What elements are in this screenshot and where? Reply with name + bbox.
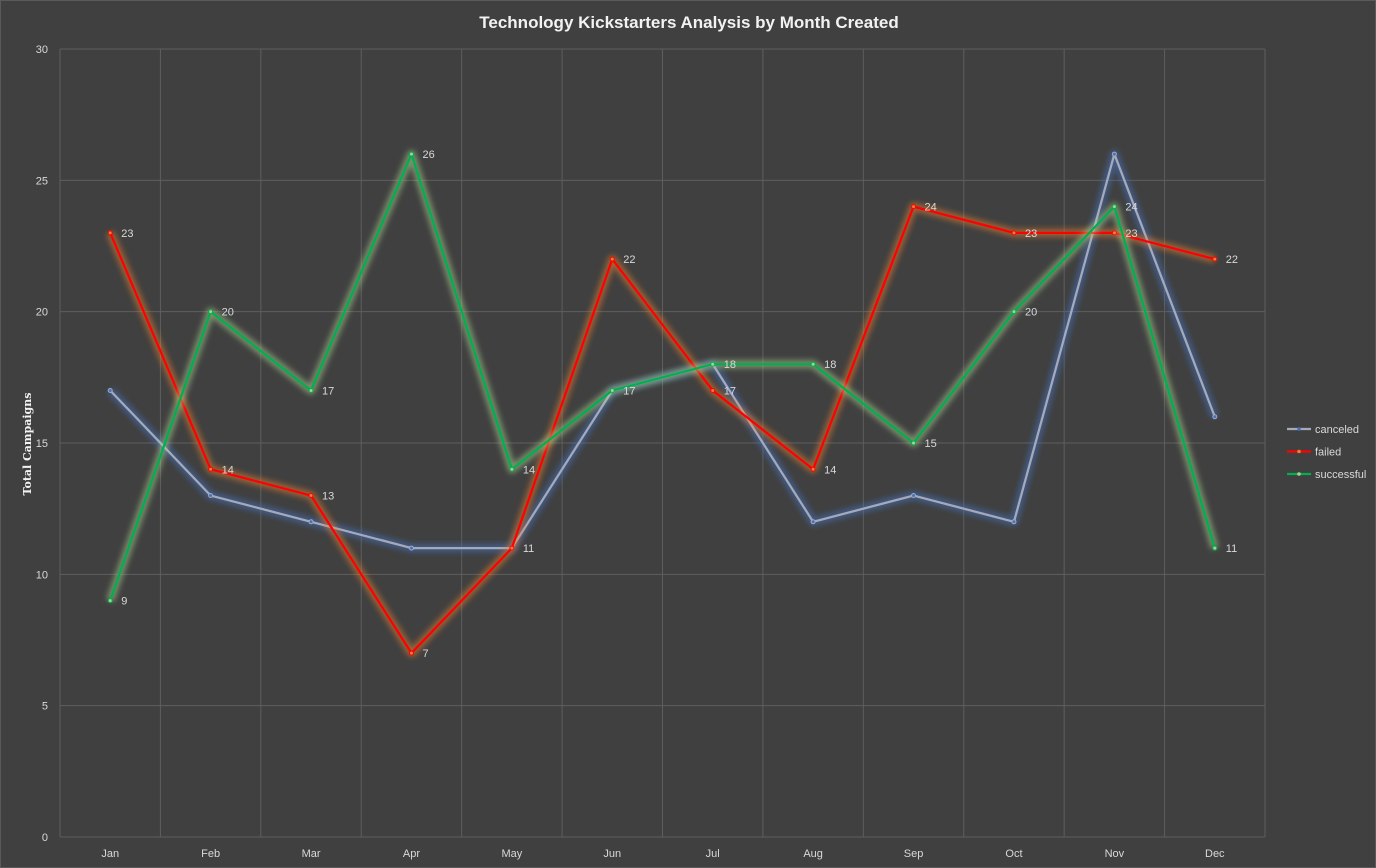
y-tick-label: 30: [36, 44, 48, 56]
legend: canceled failed successful: [1287, 424, 1366, 481]
legend-label-failed: failed: [1315, 447, 1341, 459]
data-point-failed: [308, 493, 314, 499]
data-point-successful: [107, 598, 113, 604]
data-point-canceled: [1011, 519, 1017, 525]
x-tick-label: May: [501, 848, 522, 860]
y-tick-label: 0: [42, 832, 48, 844]
data-label-failed: 7: [422, 648, 428, 660]
data-point-successful: [1111, 204, 1117, 210]
gridlines: [59, 48, 1266, 838]
data-label-successful: 26: [422, 149, 434, 161]
data-point-canceled: [408, 545, 414, 551]
data-label-failed: 17: [724, 385, 736, 397]
chart-title: Technology Kickstarters Analysis by Mont…: [479, 13, 898, 32]
data-point-failed: [1212, 256, 1218, 262]
axes: 0 5 10 15 20 25 30 Jan Feb Mar Apr May Jun Jul Aug Sep O…: [36, 44, 1225, 860]
data-label-successful: 20: [222, 307, 234, 319]
data-point-canceled: [308, 519, 314, 525]
data-label-successful: 24: [1125, 202, 1137, 214]
x-tick-label: Feb: [201, 848, 220, 860]
data-label-failed: 13: [322, 491, 334, 503]
x-tick-label: Aug: [803, 848, 823, 860]
y-tick-label: 10: [36, 569, 48, 581]
data-point-successful: [1212, 545, 1218, 551]
legend-label-successful: successful: [1315, 469, 1366, 481]
x-tick-label: Jun: [603, 848, 621, 860]
x-tick-label: Dec: [1205, 848, 1225, 860]
data-point-failed: [911, 204, 917, 210]
data-point-failed: [609, 256, 615, 262]
x-tick-label: Jan: [101, 848, 119, 860]
data-label-successful: 14: [523, 464, 535, 476]
data-point-failed: [208, 466, 214, 472]
data-point-successful: [710, 361, 716, 367]
y-tick-label: 20: [36, 307, 48, 319]
x-tick-label: Oct: [1005, 848, 1022, 860]
data-label-successful: 18: [724, 359, 736, 371]
data-label-failed: 22: [1226, 254, 1238, 266]
data-point-canceled: [911, 493, 917, 499]
x-tick-label: Jul: [706, 848, 720, 860]
data-label-successful: 17: [623, 385, 635, 397]
legend-label-canceled: canceled: [1315, 424, 1359, 436]
data-point-failed: [1011, 230, 1017, 236]
data-point-canceled: [107, 387, 113, 393]
data-point-successful: [1011, 309, 1017, 315]
x-tick-label: Mar: [302, 848, 321, 860]
legend-marker-successful: [1297, 472, 1301, 476]
data-point-failed: [810, 466, 816, 472]
series-lines: [106, 150, 1219, 658]
data-point-canceled: [1212, 414, 1218, 420]
data-point-successful: [810, 361, 816, 367]
data-label-failed: 24: [925, 202, 937, 214]
data-point-successful: [308, 387, 314, 393]
data-point-successful: [609, 387, 615, 393]
data-label-successful: 20: [1025, 307, 1037, 319]
data-label-failed: 22: [623, 254, 635, 266]
data-point-successful: [408, 151, 414, 157]
data-point-failed: [710, 387, 716, 393]
data-label-failed: 23: [121, 228, 133, 240]
data-point-failed: [1111, 230, 1117, 236]
y-tick-label: 25: [36, 175, 48, 187]
data-label-failed: 11: [523, 543, 534, 555]
legend-marker-canceled: [1297, 427, 1301, 431]
data-point-successful: [911, 440, 917, 446]
data-point-canceled: [208, 493, 214, 499]
x-tick-label: Apr: [403, 848, 420, 860]
series-line-failed: [109, 205, 1216, 655]
data-point-canceled: [810, 519, 816, 525]
y-tick-label: 5: [42, 701, 48, 713]
data-label-failed: 23: [1025, 228, 1037, 240]
data-label-failed: 14: [222, 464, 234, 476]
data-point-successful: [208, 309, 214, 315]
data-labels: 23 14 13 7 11 22 17 14 24 23 23 22 9 20 17 26 14 17 18 18 15…: [121, 149, 1238, 660]
x-tick-label: Sep: [904, 848, 924, 860]
data-label-successful: 11: [1226, 543, 1237, 555]
legend-marker-failed: [1297, 449, 1301, 454]
data-label-successful: 15: [925, 438, 937, 450]
x-tick-label: Nov: [1105, 848, 1125, 860]
data-label-successful: 9: [121, 596, 127, 608]
y-tick-label: 15: [36, 438, 48, 450]
data-point-canceled: [1111, 151, 1117, 157]
data-point-failed: [408, 650, 414, 656]
data-point-failed: [509, 545, 515, 551]
data-point-successful: [509, 466, 515, 472]
data-label-failed: 23: [1125, 228, 1137, 240]
data-label-successful: 17: [322, 385, 334, 397]
series-line-successful: [109, 152, 1216, 601]
y-axis-title: Total Campaigns: [21, 393, 34, 496]
data-label-successful: 18: [824, 359, 836, 371]
data-label-failed: 14: [824, 464, 836, 476]
data-point-failed: [107, 230, 113, 236]
